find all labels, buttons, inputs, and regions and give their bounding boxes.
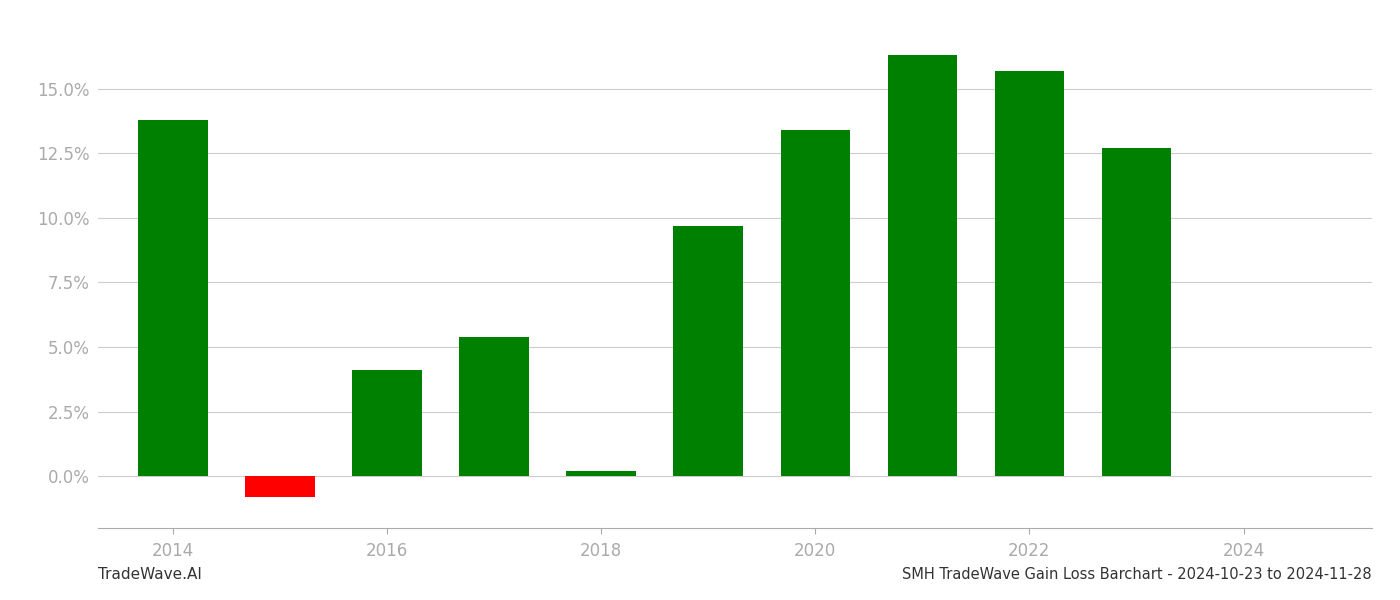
Bar <box>353 370 421 476</box>
Bar <box>994 71 1064 476</box>
Bar <box>673 226 743 476</box>
Text: TradeWave.AI: TradeWave.AI <box>98 567 202 582</box>
Bar <box>781 130 850 476</box>
Bar <box>1102 148 1172 476</box>
Bar <box>459 337 529 476</box>
Bar <box>567 471 636 476</box>
Bar <box>888 55 958 476</box>
Bar <box>139 119 207 476</box>
Bar <box>245 476 315 497</box>
Text: SMH TradeWave Gain Loss Barchart - 2024-10-23 to 2024-11-28: SMH TradeWave Gain Loss Barchart - 2024-… <box>903 567 1372 582</box>
